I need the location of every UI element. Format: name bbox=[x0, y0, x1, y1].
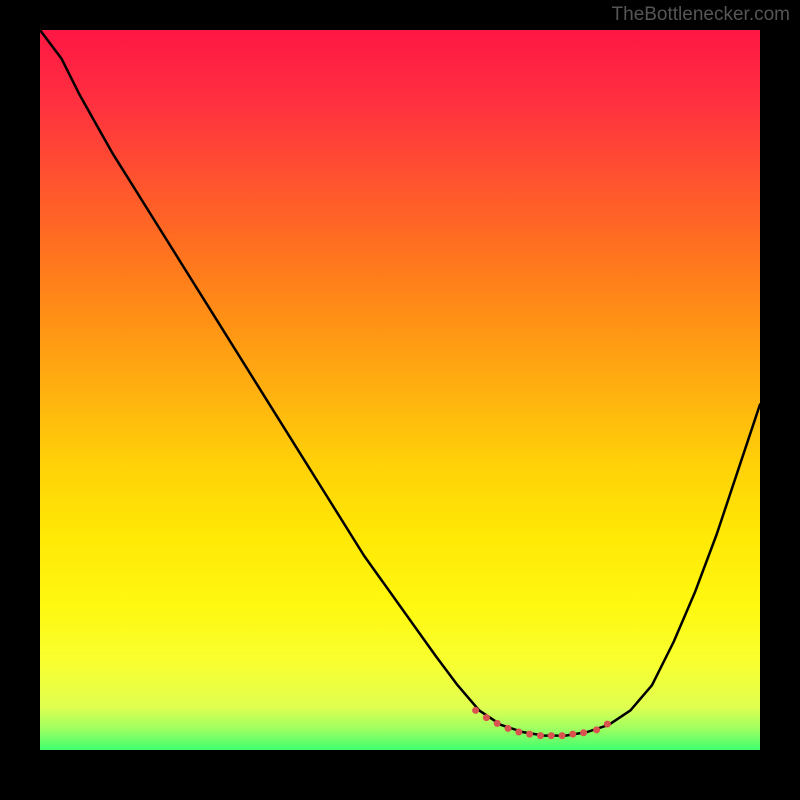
watermark-text: TheBottlenecker.com bbox=[612, 4, 790, 26]
plot-area bbox=[40, 30, 760, 750]
bottleneck-curve bbox=[40, 30, 760, 750]
